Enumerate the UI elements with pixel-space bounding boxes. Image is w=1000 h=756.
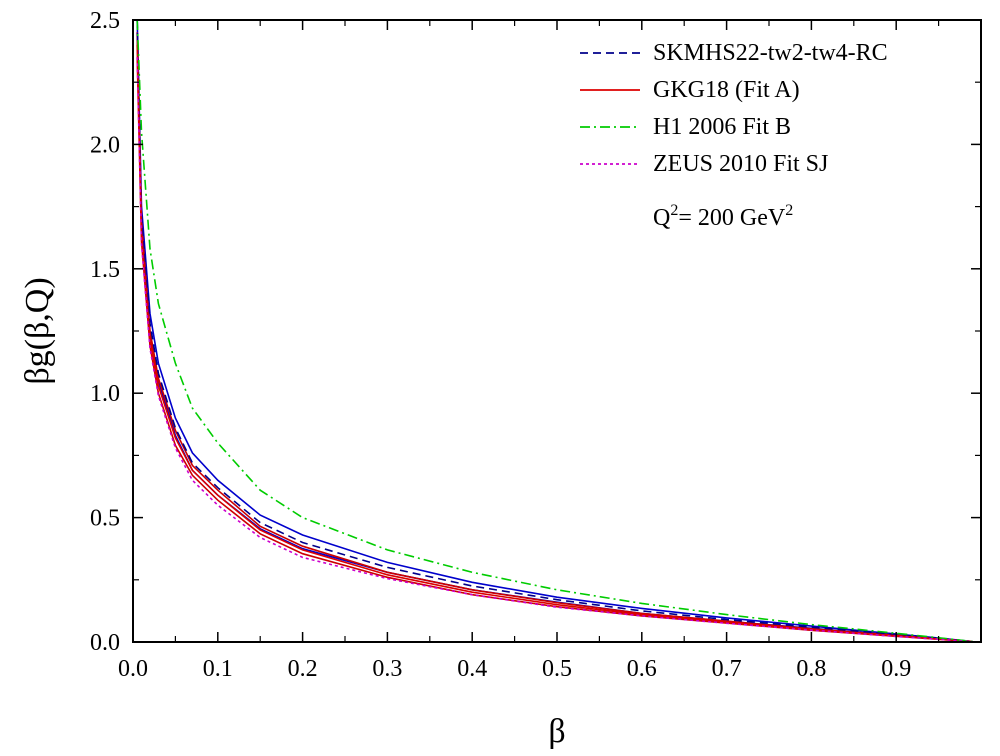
x-axis-label: β xyxy=(548,713,565,750)
x-tick-label: 0.1 xyxy=(203,656,233,682)
y-tick-label: 1.0 xyxy=(90,381,120,407)
x-tick-label: 0.7 xyxy=(712,656,742,682)
legend-label-0: SKMHS22-tw2-tw4-RC xyxy=(653,40,888,66)
plot-frame xyxy=(132,19,982,643)
x-tick-label: 0.2 xyxy=(288,656,318,682)
curves xyxy=(136,20,973,642)
legend-label-3: ZEUS 2010 Fit SJ xyxy=(653,151,828,177)
series-line-0 xyxy=(136,20,973,642)
axis-ticks xyxy=(132,19,981,643)
x-tick-label: 0.4 xyxy=(457,656,487,682)
x-tick-label: 0.8 xyxy=(796,656,826,682)
band-0-upper xyxy=(136,20,973,642)
x-tick-label: 0.5 xyxy=(542,656,572,682)
x-tick-label: 0.9 xyxy=(881,656,911,682)
x-tick-label: 0.6 xyxy=(627,656,657,682)
annotation-base: Q xyxy=(653,205,670,231)
annotation-mid: = 200 GeV xyxy=(678,205,786,231)
band-1-upper xyxy=(136,32,973,642)
annotation-q2: Q2= 200 GeV2 xyxy=(653,202,793,231)
y-axis-label: βg(β,Q) xyxy=(19,277,56,384)
legend-label-2: H1 2006 Fit B xyxy=(653,114,791,140)
series-line-1 xyxy=(136,44,973,642)
y-tick-label: 0.5 xyxy=(90,506,120,532)
annotation-sup1: 2 xyxy=(670,202,678,219)
annotation-sup2: 2 xyxy=(785,202,793,219)
band-1-lower xyxy=(136,57,973,642)
legend-label-1: GKG18 (Fit A) xyxy=(653,77,800,103)
y-tick-label: 1.5 xyxy=(90,257,120,283)
y-tick-label: 0.0 xyxy=(90,630,120,656)
series-line-3 xyxy=(136,57,973,642)
x-tick-label: 0.0 xyxy=(118,656,148,682)
x-tick-label: 0.3 xyxy=(372,656,402,682)
y-tick-label: 2.0 xyxy=(90,132,120,158)
series-line-2 xyxy=(136,20,973,642)
y-tick-label: 2.5 xyxy=(90,8,120,34)
band-0-lower xyxy=(136,32,973,642)
legend: SKMHS22-tw2-tw4-RC GKG18 (Fit A) H1 2006 F… xyxy=(580,40,888,177)
tick-labels: 0.0 0.1 0.2 0.3 0.4 0.5 0.6 0.7 0.8 0.9 0.0 0.5 1.0 1… xyxy=(90,8,911,682)
